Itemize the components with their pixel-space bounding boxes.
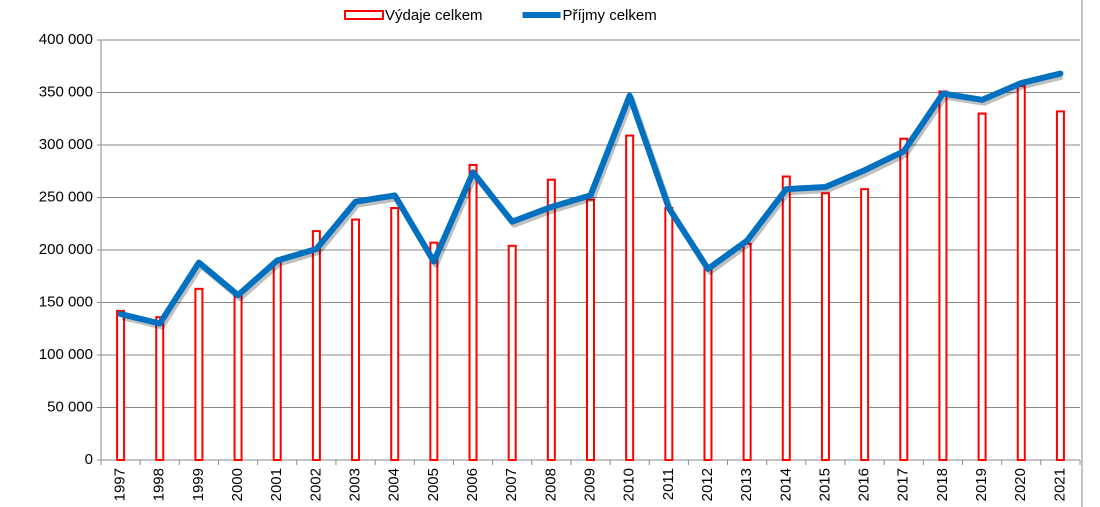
bar — [546, 178, 556, 461]
bar — [899, 137, 909, 461]
x-tick-label: 2017 — [895, 468, 912, 501]
x-tick-label: 2006 — [464, 468, 481, 501]
x-tick-label: 2018 — [934, 468, 951, 501]
x-tick-label: 2005 — [425, 468, 442, 501]
bar — [781, 175, 791, 461]
bar — [507, 244, 517, 461]
bar — [390, 207, 400, 461]
bar — [468, 163, 478, 461]
y-tick-label: 400 000 — [39, 31, 93, 48]
bar — [1016, 85, 1026, 461]
x-tick-label: 2011 — [660, 468, 677, 500]
x-tick-label: 1997 — [112, 468, 129, 501]
x-tick-label: 2008 — [542, 468, 559, 501]
bar — [311, 230, 321, 461]
y-tick-label: 250 000 — [39, 188, 93, 205]
x-tick-label: 2001 — [268, 468, 285, 501]
legend-label: Příjmy celkem — [563, 7, 657, 24]
x-tick-label: 2016 — [856, 468, 873, 501]
bar — [233, 291, 243, 461]
y-tick-label: 100 000 — [39, 346, 93, 363]
y-tick-label: 350 000 — [39, 83, 93, 100]
x-tick-label: 2003 — [347, 468, 364, 501]
bar — [586, 198, 595, 461]
bar — [664, 207, 674, 461]
bar — [351, 218, 361, 461]
x-tick-label: 2012 — [699, 468, 716, 501]
bar — [625, 134, 635, 462]
y-tick-label: 300 000 — [39, 136, 93, 153]
x-tick-label: 2019 — [973, 468, 990, 501]
x-tick-label: 1999 — [190, 468, 207, 501]
bar — [938, 90, 948, 461]
bar — [742, 242, 752, 461]
bar — [429, 241, 439, 461]
x-tick-label: 2007 — [503, 468, 520, 501]
x-tick-label: 2013 — [738, 468, 755, 501]
x-tick-label: 2009 — [581, 468, 598, 501]
x-tick-label: 2000 — [229, 468, 246, 501]
y-tick-label: 200 000 — [39, 241, 93, 258]
x-tick-label: 2015 — [816, 468, 833, 501]
legend-label: Výdaje celkem — [385, 7, 483, 24]
bar — [977, 112, 987, 461]
bar — [194, 287, 204, 461]
bar — [703, 266, 713, 461]
x-tick-label: 2014 — [777, 468, 794, 501]
x-tick-label: 1998 — [151, 468, 168, 501]
y-tick-label: 50 000 — [47, 398, 93, 415]
legend-swatch — [344, 10, 384, 20]
x-tick-label: 2021 — [1051, 468, 1068, 501]
x-tick-label: 2004 — [386, 468, 403, 501]
x-tick-label: 2010 — [621, 468, 638, 501]
y-tick-label: 150 000 — [39, 293, 93, 310]
line-shadow — [121, 73, 1064, 330]
bar — [155, 316, 165, 462]
bar — [116, 309, 126, 461]
x-tick-label: 2020 — [1012, 468, 1029, 501]
bar — [820, 192, 830, 462]
bar — [1055, 110, 1065, 462]
x-tick-label: 2002 — [307, 468, 324, 501]
bar — [860, 188, 870, 461]
y-tick-label: 0 — [85, 451, 93, 468]
line — [117, 70, 1064, 327]
bar — [272, 260, 282, 461]
